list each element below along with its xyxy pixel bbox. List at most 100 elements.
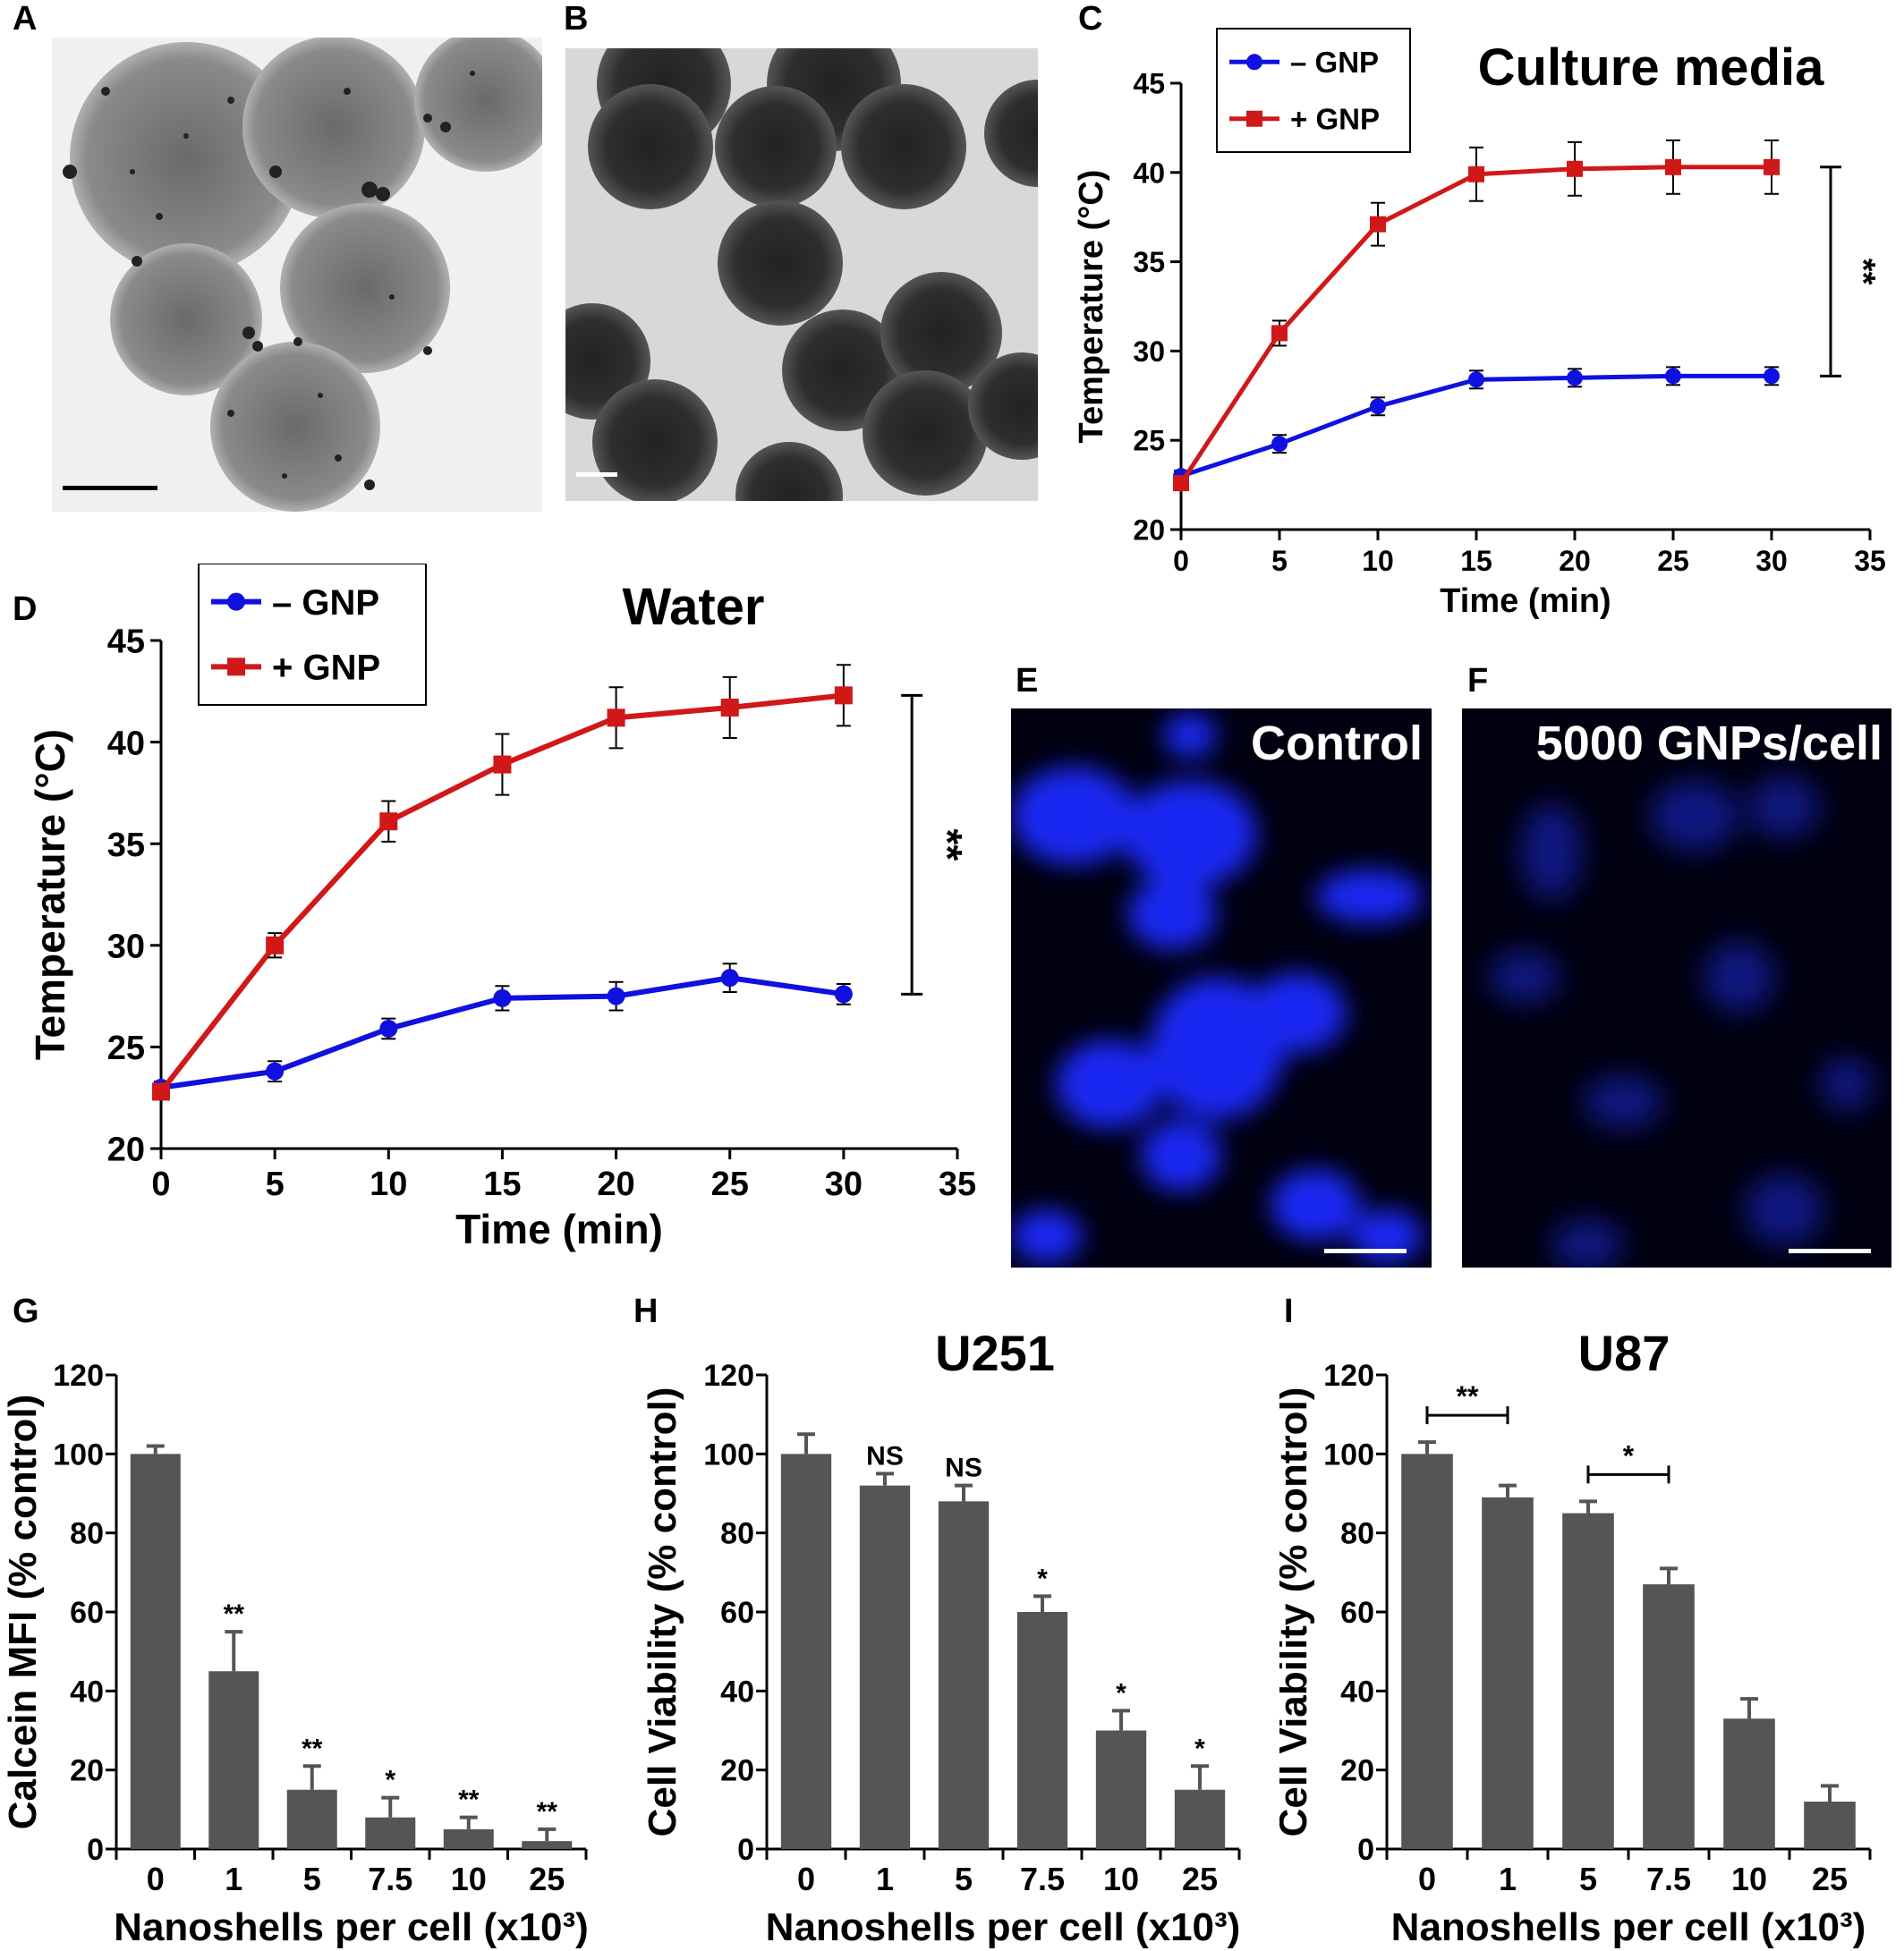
y-tick-label: 45 (107, 623, 145, 661)
legend-label: – GNP (1290, 46, 1379, 79)
x-tick-label: 25 (1812, 1861, 1848, 1897)
significance-label: * (1116, 1678, 1126, 1708)
x-axis-label: Time (min) (455, 1206, 663, 1252)
bar (1562, 1513, 1614, 1849)
y-tick-label: 25 (1133, 425, 1165, 457)
data-point (1468, 371, 1484, 388)
y-tick-label: 30 (1133, 335, 1165, 368)
y-tick-label: 40 (107, 725, 145, 762)
legend-marker (227, 657, 245, 676)
significance-label: ** (458, 1786, 480, 1815)
x-tick-label: 0 (797, 1861, 815, 1897)
data-point (1567, 160, 1583, 177)
bar (859, 1485, 911, 1849)
y-tick-label: 120 (1323, 1359, 1374, 1393)
legend-box (198, 564, 427, 706)
y-tick-label: 40 (1133, 157, 1165, 189)
data-point (834, 686, 853, 705)
y-tick-label: 60 (720, 1596, 754, 1630)
x-tick-label: 0 (1173, 545, 1189, 577)
tem-image-gnp-shells (52, 38, 542, 512)
data-point (1271, 436, 1288, 453)
significance-label: ** (924, 828, 971, 861)
y-tick-label: 20 (70, 1754, 104, 1788)
x-tick-label: 10 (1362, 545, 1394, 577)
data-point (1173, 475, 1189, 492)
chart-title: Water (623, 578, 765, 636)
tem-image-bare-cores (565, 48, 1038, 501)
x-axis-label: Nanoshells per cell (x10³) (114, 1905, 589, 1949)
control-label: Control (1251, 717, 1423, 770)
significance-label: ** (1457, 1380, 1479, 1412)
y-tick-label: 120 (53, 1359, 104, 1393)
scale-bar (1324, 1249, 1407, 1253)
y-tick-label: 40 (70, 1675, 104, 1709)
y-axis-label: Calcein MFI (% control) (1, 1395, 45, 1829)
series-line (1178, 165, 1772, 485)
x-tick-label: 10 (370, 1166, 407, 1203)
panel-label-h: H (633, 1293, 659, 1330)
bar (1095, 1730, 1147, 1849)
x-tick-label: 25 (529, 1861, 565, 1897)
x-tick-label: 20 (597, 1166, 634, 1203)
legend-marker (1246, 54, 1262, 71)
y-tick-label: 80 (1340, 1517, 1374, 1551)
bar (1643, 1584, 1695, 1849)
y-tick-label: 0 (737, 1833, 754, 1867)
y-tick-label: 0 (1357, 1833, 1374, 1867)
data-point (1764, 368, 1780, 385)
data-point (1567, 369, 1583, 386)
fluorescence-image-gnp: 5000 GNPs/cell (1462, 708, 1891, 1268)
x-tick-label: 25 (1182, 1861, 1218, 1897)
fluorescence-image-control: Control (1011, 708, 1432, 1268)
x-tick-label: 5 (955, 1861, 973, 1897)
data-point (1271, 325, 1288, 342)
y-tick-label: 100 (1323, 1438, 1374, 1472)
x-tick-label: 5 (1579, 1861, 1597, 1897)
data-point (379, 812, 398, 831)
bar-chart-calcein: 0 20 40 60 80 100 120 0 1 ** 5 ** 7.5 * 10 ** 25 ** Nanosh… (1, 1359, 589, 1949)
significance-label: ** (537, 1797, 558, 1827)
line-chart-water: 0 5 10 15 20 25 30 35 20 25 30 35 40 45 Time (min) Temp… (27, 564, 976, 1252)
significance-label: ** (224, 1599, 245, 1629)
x-axis-label: Nanoshells per cell (x10³) (1391, 1905, 1866, 1949)
y-tick-label: 35 (107, 827, 145, 864)
x-tick-label: 20 (1559, 545, 1591, 577)
x-tick-label: 1 (876, 1861, 894, 1897)
significance-label: ** (302, 1734, 323, 1763)
x-tick-label: 10 (451, 1861, 487, 1897)
panel-label-a: A (13, 0, 38, 38)
data-point (152, 1082, 170, 1101)
legend-label: + GNP (1290, 103, 1380, 136)
bar (286, 1789, 337, 1849)
y-axis-label: Temperature (°C) (27, 729, 73, 1060)
legend-box (1216, 28, 1411, 153)
panel-label-e: E (1016, 662, 1039, 700)
data-point (266, 936, 285, 954)
x-tick-label: 5 (303, 1861, 321, 1897)
x-axis-label: Nanoshells per cell (x10³) (766, 1905, 1241, 1949)
tem-spheres-with-particles (63, 38, 542, 512)
bar (1804, 1802, 1856, 1849)
tem-bare-spheres (565, 48, 1038, 501)
significance-label: * (1037, 1564, 1048, 1593)
legend-marker (1246, 110, 1262, 127)
bar (522, 1841, 573, 1849)
bar (443, 1828, 494, 1849)
data-point (379, 1019, 398, 1038)
legend-label: + GNP (272, 649, 380, 688)
x-tick-label: 0 (1418, 1861, 1436, 1897)
significance-label: * (385, 1766, 395, 1795)
legend-marker (227, 592, 245, 611)
significance-label: * (1623, 1439, 1635, 1472)
y-tick-label: 20 (720, 1754, 754, 1788)
y-tick-label: 35 (1133, 246, 1165, 278)
data-point (720, 698, 739, 717)
x-tick-label: 0 (151, 1166, 170, 1203)
data-point (493, 988, 512, 1007)
panel-label-d: D (13, 590, 38, 628)
bar (1482, 1497, 1534, 1849)
panel-label-c: C (1078, 0, 1103, 38)
panel-label-f: F (1467, 662, 1489, 700)
